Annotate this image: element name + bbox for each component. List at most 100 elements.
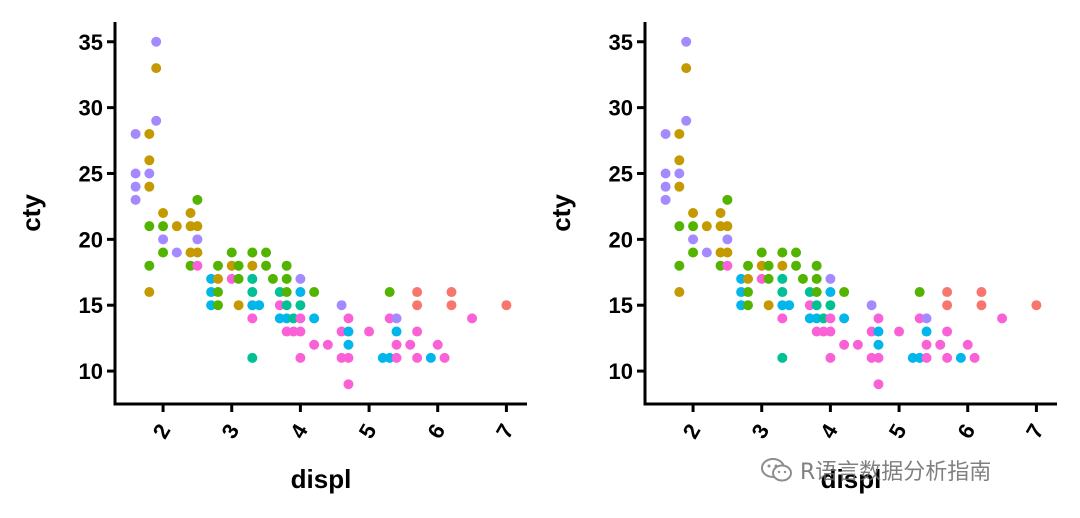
- data-point: [839, 313, 850, 324]
- data-point: [274, 300, 285, 311]
- data-point: [281, 313, 292, 324]
- data-point: [722, 247, 733, 258]
- data-point: [942, 300, 953, 311]
- data-point: [247, 260, 258, 271]
- x-tick-label: 5: [354, 420, 382, 443]
- data-point: [295, 313, 306, 324]
- data-point: [281, 260, 292, 271]
- data-point: [213, 300, 223, 311]
- y-tick-label: 25: [79, 161, 103, 186]
- data-point: [412, 326, 423, 337]
- data-point: [873, 326, 884, 337]
- data-point: [674, 260, 685, 271]
- data-point: [171, 247, 182, 258]
- wechat-icon: [761, 458, 792, 482]
- data-point: [185, 247, 196, 258]
- data-point: [151, 63, 162, 74]
- data-point: [777, 247, 788, 258]
- scatter-panel-left: 10 15 20 25 30 35 2 3 4 5 6 7 displ cty: [16, 22, 527, 494]
- data-point: [130, 194, 141, 205]
- data-point: [439, 352, 450, 363]
- data-point: [914, 287, 925, 298]
- data-point: [158, 208, 169, 218]
- y-tick-label: 35: [609, 30, 633, 55]
- data-point: [144, 128, 155, 139]
- y-tick-label: 10: [609, 359, 633, 384]
- data-point: [144, 155, 155, 166]
- x-tick-label: 3: [216, 420, 244, 443]
- data-point: [267, 273, 278, 284]
- data-point: [914, 313, 925, 324]
- data-point: [681, 63, 692, 74]
- data-point: [343, 339, 354, 350]
- data-point: [674, 155, 685, 166]
- data-point: [962, 339, 973, 350]
- data-point: [295, 300, 306, 311]
- data-point: [288, 313, 299, 324]
- data-point: [921, 352, 932, 363]
- data-point: [756, 247, 767, 258]
- data-point: [804, 287, 815, 298]
- data-point: [674, 221, 685, 232]
- data-point: [715, 208, 726, 218]
- data-point: [660, 168, 671, 179]
- data-point: [791, 247, 802, 258]
- data-point: [660, 194, 671, 205]
- data-point: [295, 273, 306, 284]
- data-point: [736, 287, 747, 298]
- data-point: [942, 287, 953, 298]
- data-point: [763, 260, 774, 271]
- data-point: [866, 352, 877, 363]
- data-point: [233, 260, 244, 271]
- x-tick-label: 6: [952, 420, 980, 443]
- data-point: [226, 273, 237, 284]
- data-point: [942, 326, 953, 337]
- data-point: [412, 287, 423, 298]
- data-point: [158, 221, 169, 232]
- data-point: [391, 352, 402, 363]
- data-point: [791, 260, 802, 271]
- y-tick-label: 30: [79, 96, 103, 121]
- data-point: [226, 260, 237, 271]
- data-point: [384, 313, 395, 324]
- data-point: [825, 313, 836, 324]
- data-point: [763, 273, 774, 284]
- data-point: [233, 300, 244, 311]
- data-point: [935, 339, 946, 350]
- data-point: [722, 234, 733, 245]
- data-point: [921, 326, 932, 337]
- data-point: [185, 260, 196, 271]
- data-point: [722, 260, 733, 271]
- data-point: [144, 287, 155, 298]
- x-axis-title: displ: [291, 464, 352, 494]
- data-point: [674, 168, 685, 179]
- data-point: [763, 300, 774, 311]
- data-point: [743, 287, 753, 298]
- data-point: [384, 352, 395, 363]
- data-point: [213, 273, 223, 284]
- data-point: [322, 339, 333, 350]
- data-point: [247, 273, 258, 284]
- data-point: [818, 313, 829, 324]
- data-point: [377, 352, 388, 363]
- data-point: [825, 287, 836, 298]
- y-axis-title: cty: [16, 194, 46, 232]
- data-point: [343, 379, 354, 390]
- data-point: [777, 352, 788, 363]
- data-point: [997, 313, 1008, 324]
- data-point: [811, 313, 822, 324]
- data-point: [1031, 300, 1042, 311]
- data-point: [158, 234, 169, 245]
- data-point: [839, 287, 850, 298]
- data-point: [976, 300, 987, 311]
- data-point: [213, 287, 223, 298]
- y-tick-label: 20: [609, 227, 633, 252]
- data-point: [192, 194, 203, 205]
- watermark-text: R语言数据分析指南: [800, 460, 992, 485]
- data-point: [688, 221, 699, 232]
- data-point: [247, 287, 258, 298]
- data-point: [811, 326, 822, 337]
- y-axis-title: cty: [546, 194, 576, 232]
- data-point: [309, 287, 320, 298]
